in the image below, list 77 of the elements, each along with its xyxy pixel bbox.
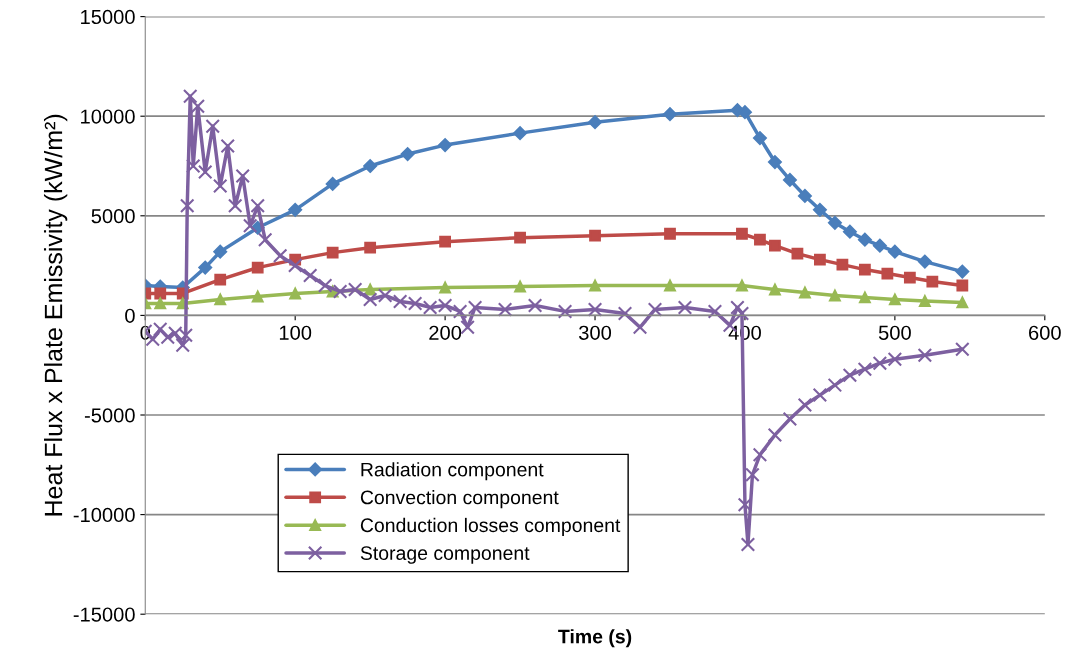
x-axis-title: Time (s) <box>558 629 632 648</box>
x-tick-label: 600 <box>1029 325 1061 340</box>
y-tick-label: -5000 <box>84 408 135 423</box>
point <box>888 293 901 306</box>
y-tick-label: 0 <box>125 308 135 323</box>
point <box>768 155 782 169</box>
point <box>858 291 871 304</box>
point <box>198 260 213 275</box>
point <box>664 279 676 292</box>
point <box>797 188 812 203</box>
point <box>791 247 804 260</box>
point <box>213 244 228 259</box>
point <box>736 227 748 240</box>
point <box>903 271 916 284</box>
point <box>663 107 677 122</box>
point <box>881 267 894 280</box>
point <box>769 239 781 252</box>
point <box>154 297 167 310</box>
point <box>887 244 902 259</box>
y-tick-label: 5000 <box>91 209 135 224</box>
point <box>438 138 453 153</box>
x-tick-label: 500 <box>878 325 911 340</box>
point <box>400 147 415 161</box>
point <box>956 296 969 309</box>
point <box>956 279 969 292</box>
y-tick-label: -15000 <box>73 607 135 622</box>
point <box>514 231 526 244</box>
point <box>664 227 676 240</box>
point <box>214 273 227 286</box>
point <box>814 253 826 266</box>
point <box>154 287 167 300</box>
point <box>514 280 526 293</box>
point <box>588 115 602 130</box>
y-tick-label: 10000 <box>81 109 135 124</box>
point <box>812 202 827 217</box>
x-tick-label: 300 <box>579 325 612 340</box>
point <box>325 177 340 191</box>
y-axis-title: Heat Flux x Plate Emissivity (kW/m²) <box>43 114 68 516</box>
point <box>738 105 752 120</box>
point <box>827 215 842 230</box>
legend-label: Radiation component <box>361 462 544 481</box>
point <box>288 202 303 217</box>
point <box>439 235 452 248</box>
x-tick-label: 200 <box>429 325 462 340</box>
y-tick-label: 15000 <box>81 9 135 25</box>
point <box>736 279 748 292</box>
point <box>858 263 871 276</box>
point <box>857 232 872 247</box>
legend-label: Storage component <box>360 546 530 564</box>
point <box>363 159 378 173</box>
x-tick-label: 100 <box>279 325 312 340</box>
point <box>364 241 377 254</box>
point <box>289 287 302 300</box>
point <box>955 264 970 279</box>
legend-label: Conduction losses component <box>360 517 621 536</box>
point <box>829 289 841 302</box>
point <box>799 286 811 299</box>
y-tick-label: -10000 <box>73 507 135 523</box>
point <box>326 246 339 259</box>
point <box>513 126 527 141</box>
point <box>917 254 932 269</box>
point <box>214 293 227 306</box>
point <box>251 261 264 274</box>
legend-label: Convection component <box>360 490 559 509</box>
point <box>589 229 601 242</box>
point <box>753 131 767 146</box>
point <box>769 283 781 296</box>
point <box>926 275 939 288</box>
point <box>439 281 452 294</box>
point <box>842 224 857 239</box>
point <box>783 173 797 187</box>
point <box>836 258 849 271</box>
point <box>251 290 264 303</box>
point <box>754 233 766 246</box>
point <box>872 238 887 253</box>
point <box>918 295 931 307</box>
point <box>589 279 601 292</box>
